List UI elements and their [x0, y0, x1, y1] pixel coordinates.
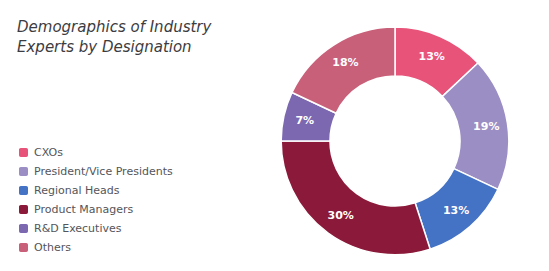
- svg-text:18%: 18%: [332, 56, 358, 69]
- svg-text:Product Managers: Product Managers: [34, 203, 133, 216]
- svg-text:Experts by Designation: Experts by Designation: [17, 38, 192, 56]
- svg-text:19%: 19%: [473, 120, 499, 133]
- svg-text:7%: 7%: [295, 114, 314, 127]
- svg-text:CXOs: CXOs: [34, 146, 63, 159]
- svg-text:R&D Executives: R&D Executives: [34, 222, 122, 235]
- svg-text:30%: 30%: [327, 209, 353, 222]
- svg-text:13%: 13%: [443, 204, 469, 217]
- svg-text:Others: Others: [34, 241, 71, 254]
- svg-text:President/Vice Presidents: President/Vice Presidents: [34, 165, 173, 178]
- svg-text:Regional Heads: Regional Heads: [34, 184, 120, 197]
- svg-text:13%: 13%: [419, 50, 445, 63]
- svg-text:Demographics of Industry: Demographics of Industry: [17, 18, 213, 36]
